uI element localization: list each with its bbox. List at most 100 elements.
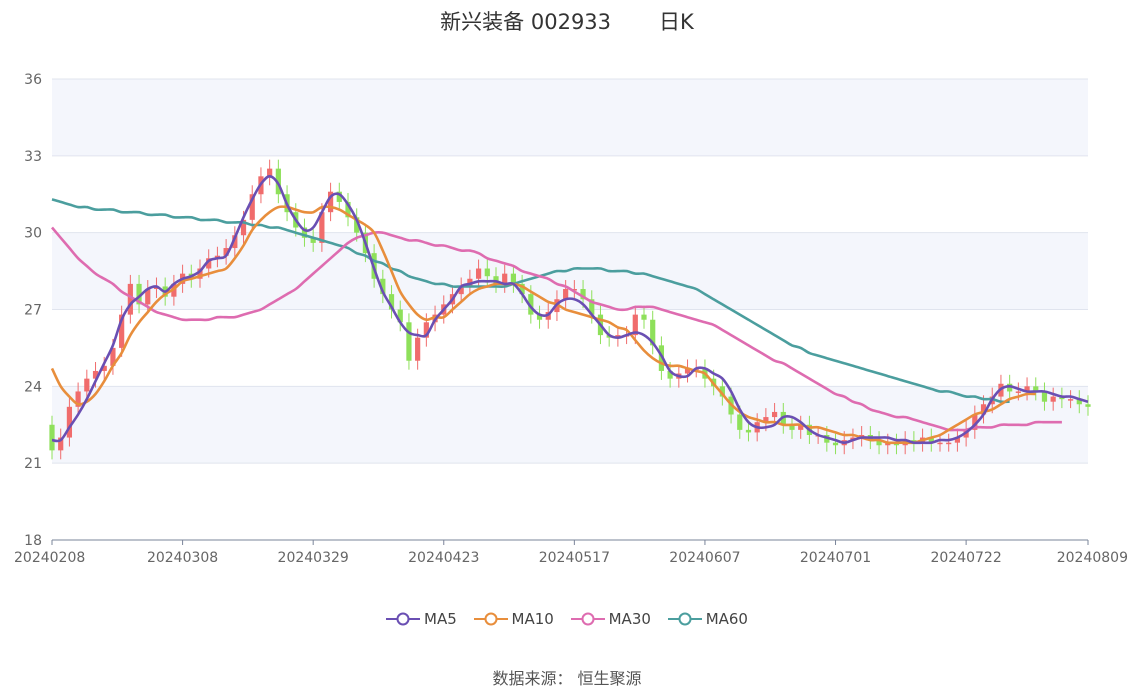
candle: [345, 192, 351, 227]
candle: [475, 259, 482, 288]
legend-label-ma60: MA60: [705, 610, 748, 628]
candle-body: [510, 273, 517, 284]
candle-body: [301, 227, 308, 238]
y-tick-label: 30: [24, 226, 42, 242]
ma60-legend-icon: [667, 612, 702, 626]
candle-body: [415, 337, 421, 361]
x-tick-label: 20240809: [1057, 550, 1128, 566]
candle: [832, 433, 839, 455]
legend-item-ma10[interactable]: MA10: [473, 610, 554, 628]
candle-body: [232, 235, 238, 249]
candle: [536, 305, 543, 329]
legend-item-ma30[interactable]: MA30: [570, 610, 651, 628]
candle: [798, 415, 804, 439]
candle: [641, 305, 647, 329]
candle-body: [197, 268, 203, 279]
candle: [1085, 395, 1091, 416]
candle-body: [536, 314, 543, 320]
legend-item-ma5[interactable]: MA5: [386, 610, 457, 628]
band-33: [52, 79, 1088, 156]
candle-body: [49, 424, 55, 451]
candle-body: [136, 283, 142, 305]
candle-body: [946, 442, 952, 445]
candle: [58, 428, 64, 460]
source-value: 恒生聚源: [577, 669, 642, 688]
candle-body: [58, 437, 64, 451]
candle-body: [771, 411, 778, 418]
candle: [354, 208, 360, 242]
candle-body: [336, 191, 342, 202]
candle-body: [354, 217, 360, 233]
candle: [1024, 377, 1030, 401]
candle: [946, 433, 952, 452]
candle-body: [719, 386, 725, 397]
candle: [380, 269, 386, 304]
stock-code: 002933: [530, 10, 612, 34]
data-source: 数据来源： 恒生聚源: [0, 665, 1134, 689]
candle: [510, 264, 517, 293]
candle-body: [275, 168, 281, 195]
candle: [267, 159, 273, 186]
x-tick-label: 20240607: [669, 550, 740, 566]
candle-body: [1024, 386, 1030, 392]
candle: [397, 300, 403, 332]
candle: [127, 274, 133, 324]
x-tick-label: 20240423: [408, 550, 479, 566]
candle: [789, 415, 795, 439]
candle: [388, 285, 395, 319]
ma10-legend-icon: [473, 612, 508, 626]
candle: [1041, 382, 1048, 411]
candle-body: [745, 429, 752, 433]
candle-body: [1015, 391, 1021, 393]
candle-body: [267, 168, 273, 177]
candle: [136, 274, 142, 314]
candle-body: [310, 237, 316, 243]
candle: [84, 369, 90, 401]
candle-body: [571, 289, 577, 291]
candle: [563, 280, 569, 309]
candle-body: [119, 314, 125, 348]
candle: [310, 228, 316, 252]
candle-body: [519, 283, 525, 295]
candle-body: [632, 314, 638, 336]
candle-body: [650, 319, 656, 346]
candle-body: [1007, 383, 1013, 392]
ma60-line: [51, 198, 1010, 404]
ma5-legend-icon: [386, 612, 420, 626]
candle: [937, 433, 943, 452]
candle-body: [101, 365, 107, 371]
candle-body: [206, 258, 212, 269]
y-tick-label: 18: [24, 533, 42, 549]
y-tick-label: 24: [24, 379, 42, 395]
candle: [928, 428, 934, 452]
candle: [66, 397, 73, 447]
x-tick-label: 20240722: [930, 550, 1001, 566]
candle: [719, 377, 725, 406]
candle-body: [475, 268, 482, 279]
period-label: 日K: [659, 10, 694, 34]
candle-body: [223, 248, 229, 256]
ma30-legend-icon: [570, 612, 605, 626]
candle-body: [110, 347, 116, 366]
candle-body: [789, 424, 795, 430]
candle: [571, 280, 577, 298]
ma5-line: [51, 175, 1089, 445]
y-tick-label: 27: [24, 303, 42, 319]
y-tick-label: 36: [24, 72, 42, 88]
candle-body: [1067, 399, 1074, 401]
candle: [75, 382, 81, 416]
candle-body: [1033, 386, 1039, 392]
candle-body: [1085, 404, 1091, 407]
legend-label-ma10: MA10: [511, 610, 554, 628]
legend-item-ma60[interactable]: MA60: [667, 610, 748, 628]
candle: [972, 405, 978, 439]
candle-body: [502, 273, 508, 284]
candle-body: [937, 442, 943, 445]
candle-body: [92, 370, 99, 379]
candle: [650, 310, 656, 355]
candle-body: [397, 309, 403, 323]
candle: [197, 259, 203, 288]
candle-body: [876, 440, 882, 446]
candle: [745, 420, 752, 442]
candle: [684, 359, 691, 383]
